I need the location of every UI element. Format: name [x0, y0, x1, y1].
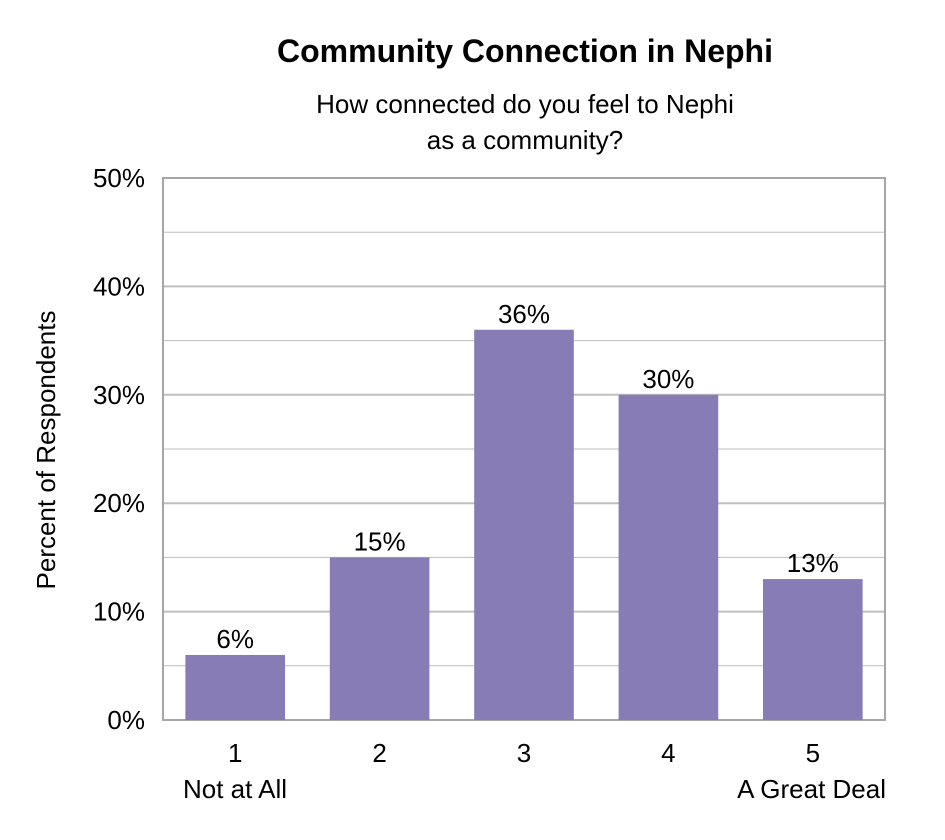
y-tick-label: 40% [93, 271, 145, 301]
y-tick-labels: 0% 10% 20% 30% 40% 50% [93, 163, 145, 735]
bar-value-label: 36% [498, 299, 550, 329]
bar [762, 579, 863, 720]
x-category-labels: 1 Not at All 2 3 4 5 A Great Deal [183, 738, 886, 804]
x-tick-label: 1 [228, 738, 242, 768]
y-tick-label: 10% [93, 597, 145, 627]
x-tick-label: 4 [661, 738, 675, 768]
x-tick-label: 2 [372, 738, 386, 768]
chart-title: Community Connection in Nephi [277, 33, 773, 69]
x-tick-label: 5 [806, 738, 820, 768]
bar-value-label: 6% [216, 624, 254, 654]
y-tick-label: 50% [93, 163, 145, 193]
y-tick-label: 0% [107, 705, 145, 735]
bar [185, 654, 286, 720]
y-axis-title: Percent of Respondents [31, 311, 61, 590]
bar [329, 557, 430, 720]
y-tick-label: 20% [93, 488, 145, 518]
chart-subtitle-line-1: How connected do you feel to Nephi [316, 89, 734, 119]
bar-value-label: 13% [787, 548, 839, 578]
bar [618, 394, 719, 720]
x-tick-sublabel: Not at All [183, 774, 287, 804]
bar-value-label: 30% [642, 364, 694, 394]
y-tick-label: 30% [93, 380, 145, 410]
x-tick-label: 3 [517, 738, 531, 768]
x-tick-sublabel: A Great Deal [737, 774, 886, 804]
chart-subtitle-line-2: as a community? [427, 125, 624, 155]
bar [474, 329, 574, 720]
bars [185, 329, 863, 720]
bar-value-label: 15% [354, 526, 406, 556]
value-labels: 6% 15% 36% 30% 13% [216, 299, 838, 654]
